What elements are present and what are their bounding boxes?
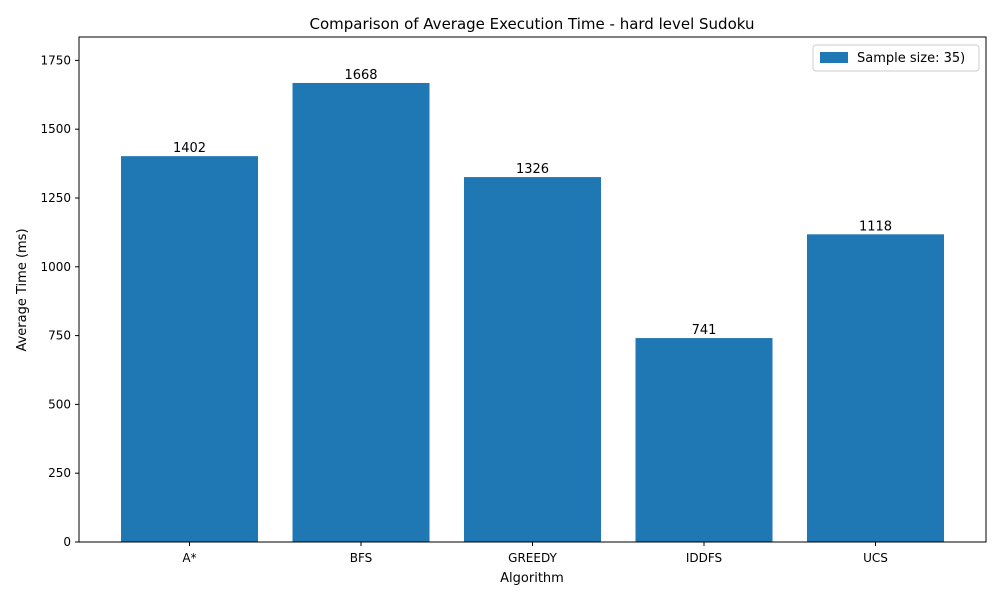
bar-greedy (464, 177, 601, 542)
chart-title: Comparison of Average Execution Time - h… (310, 15, 755, 33)
data-label: 1326 (516, 162, 549, 177)
data-label: 741 (692, 323, 717, 338)
bars-group (121, 82, 944, 542)
plot-frame (78, 36, 987, 543)
y-tick-label: 0 (63, 535, 71, 549)
x-tick-label: A* (182, 551, 196, 565)
x-axis-label: Algorithm (500, 571, 564, 586)
data-labels-group: 1402 1668 1326 741 1118 (173, 68, 892, 338)
legend: Sample size: 35) (812, 44, 980, 72)
x-tick-label: GREEDY (508, 551, 557, 565)
y-tick-label: 1000 (40, 260, 71, 274)
data-label: 1118 (859, 219, 892, 234)
x-tick-label: BFS (350, 551, 373, 565)
data-label: 1668 (344, 68, 377, 83)
x-tick-label: IDDFS (686, 551, 722, 565)
bar-ucs (807, 234, 944, 542)
bar-bfs (292, 82, 430, 542)
y-tick-label: 1750 (40, 53, 71, 67)
x-tick-label: UCS (863, 551, 888, 565)
y-tick-label: 500 (48, 397, 71, 411)
y-tick-label: 1250 (40, 191, 71, 205)
y-tick-label: 750 (48, 329, 71, 343)
y-axis-label: Average Time (ms) (15, 228, 30, 351)
y-tick-label: 1500 (40, 122, 71, 136)
legend-entry-label: Sample size: 35) (857, 51, 965, 66)
y-tick-label: 250 (48, 466, 71, 480)
y-axis-ticks: 0 250 500 750 1000 1250 1500 1750 (40, 53, 79, 549)
x-axis-ticks: A* BFS GREEDY IDDFS UCS (182, 542, 888, 565)
bar-iddfs (635, 338, 773, 542)
bar-a (121, 156, 258, 542)
legend-box (812, 44, 980, 72)
legend-swatch (820, 52, 848, 63)
data-label: 1402 (173, 141, 206, 156)
